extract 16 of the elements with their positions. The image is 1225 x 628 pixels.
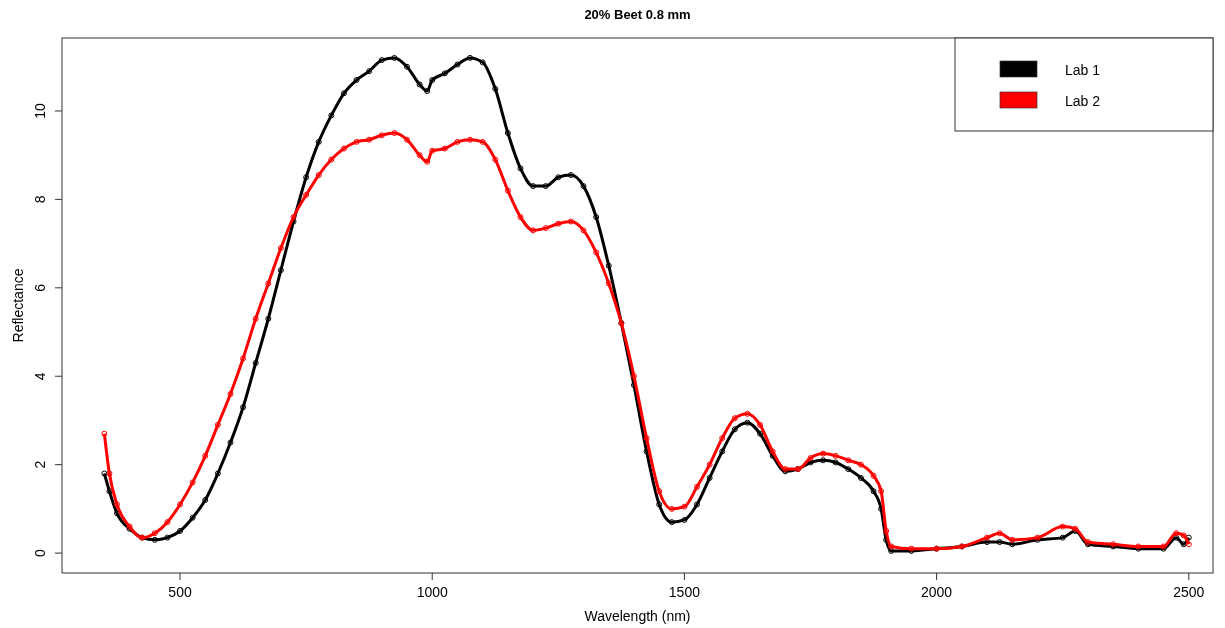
legend-label: Lab 1 bbox=[1065, 62, 1101, 78]
y-tick-label: 6 bbox=[32, 283, 48, 292]
y-axis-title: Reflectance bbox=[10, 268, 26, 343]
x-tick-label: 1000 bbox=[416, 584, 448, 600]
chart-title: 20% Beet 0.8 mm bbox=[584, 7, 691, 22]
x-tick-label: 2500 bbox=[1173, 584, 1205, 600]
y-tick-label: 2 bbox=[32, 460, 48, 469]
x-tick-label: 1500 bbox=[668, 584, 701, 600]
y-tick-label: 8 bbox=[32, 195, 48, 204]
y-tick-label: 4 bbox=[32, 372, 48, 381]
x-axis-title: Wavelength (nm) bbox=[584, 608, 691, 624]
x-tick-label: 2000 bbox=[921, 584, 953, 600]
legend-label: Lab 2 bbox=[1065, 93, 1101, 109]
y-tick-label: 0 bbox=[32, 549, 48, 557]
x-tick-label: 500 bbox=[168, 584, 192, 600]
y-tick-label: 10 bbox=[32, 102, 48, 119]
